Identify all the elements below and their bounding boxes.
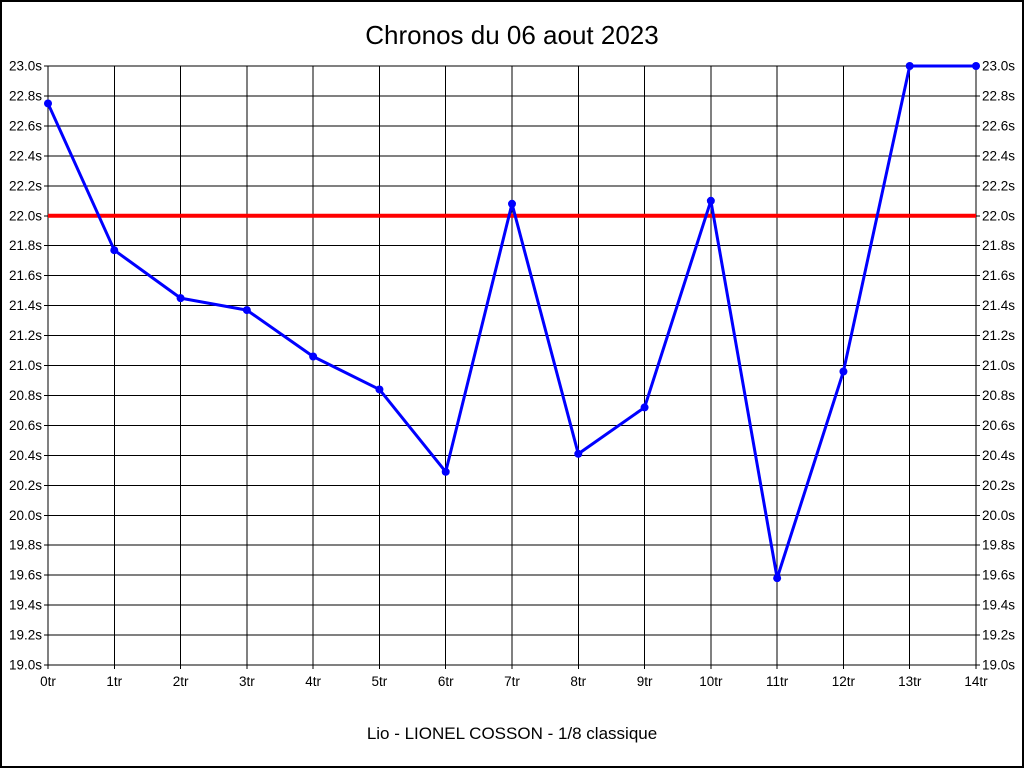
chart-caption: Lio - LIONEL COSSON - 1/8 classique [366,724,658,743]
y-tick-label-right: 19.0s [982,658,1015,673]
y-tick-label-right: 21.6s [982,268,1015,283]
y-tick-label-left: 22.2s [9,178,42,193]
y-tick-label-right: 21.8s [982,238,1015,253]
y-tick-label-right: 22.0s [982,208,1015,223]
y-tick-label-left: 19.0s [9,658,42,673]
y-tick-label-right: 23.0s [982,59,1015,74]
y-tick-label-right: 19.2s [982,628,1015,643]
data-point [773,574,782,583]
x-tick-label: 2tr [173,674,189,689]
data-point [110,246,119,255]
x-tick-label: 14tr [964,674,988,689]
x-tick-label: 8tr [570,674,586,689]
x-tick-label: 1tr [106,674,122,689]
y-tick-label-right: 22.8s [982,88,1015,103]
x-tick-label: 6tr [438,674,454,689]
y-tick-label-right: 22.6s [982,118,1015,133]
data-point [574,449,583,458]
y-tick-label-right: 19.4s [982,598,1015,613]
y-tick-label-right: 20.0s [982,508,1015,523]
data-point [309,352,318,361]
y-tick-label-right: 20.2s [982,478,1015,493]
y-tick-label-right: 21.0s [982,358,1015,373]
y-tick-label-right: 22.4s [982,148,1015,163]
data-point [508,199,516,208]
data-point [640,403,649,412]
x-tick-label: 3tr [239,674,255,689]
data-point [242,306,251,315]
y-tick-label-left: 21.0s [9,358,42,373]
y-tick-label-left: 22.6s [9,118,42,133]
y-tick-label-right: 21.4s [982,298,1015,313]
y-tick-label-right: 19.6s [982,568,1015,583]
y-tick-label-right: 20.6s [982,418,1015,433]
y-tick-label-left: 20.6s [9,418,42,433]
x-tick-label: 9tr [637,674,653,689]
data-point [905,62,914,70]
y-tick-label-left: 20.4s [9,448,42,463]
y-tick-label-left: 21.2s [9,328,42,343]
y-tick-label-left: 19.6s [9,568,42,583]
y-tick-label-left: 20.8s [9,388,42,403]
data-point [44,99,52,108]
x-tick-label: 0tr [40,674,56,689]
y-tick-label-left: 19.8s [9,538,42,553]
data-point [176,294,185,303]
data-point [839,367,848,376]
y-tick-label-left: 21.4s [9,298,42,313]
y-tick-label-left: 20.2s [9,478,42,493]
x-tick-label: 11tr [766,674,789,689]
y-tick-label-right: 20.4s [982,448,1015,463]
x-tick-label: 5tr [372,674,388,689]
x-tick-label: 10tr [699,674,723,689]
data-point [972,62,980,70]
x-tick-label: 4tr [305,674,321,689]
data-point [706,196,715,205]
y-tick-label-right: 22.2s [982,178,1015,193]
y-tick-label-left: 19.2s [9,628,42,643]
y-tick-label-right: 20.8s [982,388,1015,403]
y-tick-label-left: 21.6s [9,268,42,283]
y-tick-label-left: 22.8s [9,88,42,103]
y-tick-label-left: 19.4s [9,598,42,613]
data-point [375,385,384,394]
x-tick-label: 13tr [898,674,922,689]
y-tick-label-left: 23.0s [9,59,42,74]
y-tick-label-left: 20.0s [9,508,42,523]
data-point [441,467,450,476]
y-tick-label-left: 22.4s [9,148,42,163]
y-tick-label-right: 21.2s [982,328,1015,343]
y-tick-label-left: 21.8s [9,238,42,253]
chart-title: Chronos du 06 aout 2023 [365,20,659,50]
x-tick-label: 12tr [832,674,856,689]
y-tick-label-right: 19.8s [982,538,1015,553]
x-tick-label: 7tr [504,674,520,689]
y-tick-label-left: 22.0s [9,208,42,223]
